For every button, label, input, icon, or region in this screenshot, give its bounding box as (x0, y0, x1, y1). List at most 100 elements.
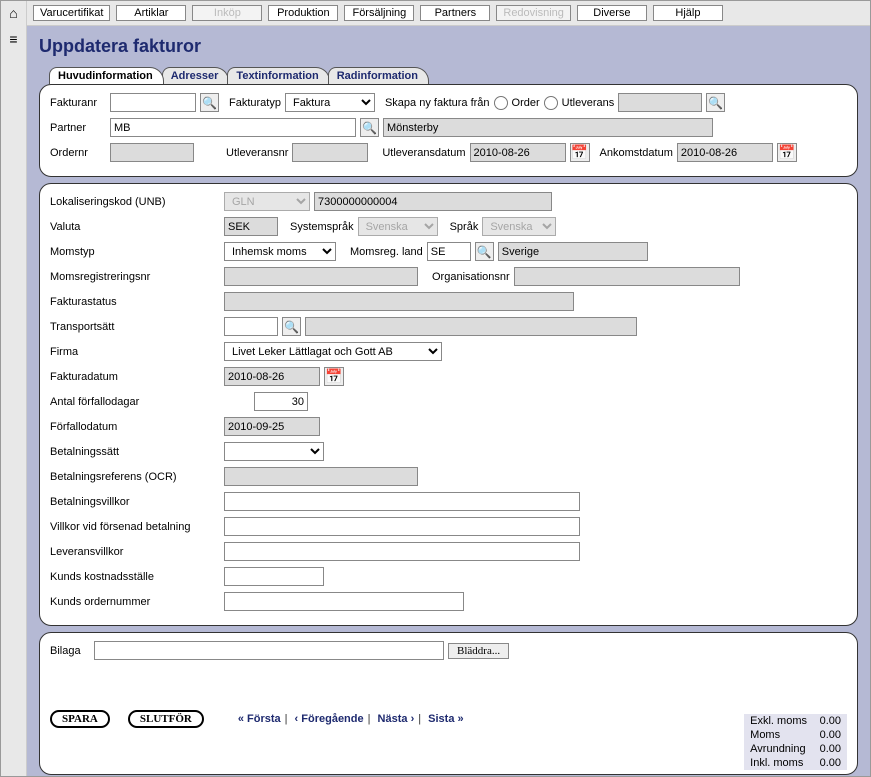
antal-forfallodagar-label: Antal förfallodagar (50, 396, 220, 408)
momsreg-nr-label: Momsregistreringsnr (50, 271, 220, 283)
momstyp-label: Momstyp (50, 246, 220, 258)
search-icon[interactable]: 🔍 (282, 317, 301, 336)
calendar-icon[interactable]: 📅 (777, 143, 797, 162)
topnav-försäljning[interactable]: Försäljning (344, 5, 414, 21)
spara-button[interactable]: SPARA (50, 710, 110, 728)
skapa-label: Skapa ny faktura från (385, 97, 490, 109)
lokaliseringskod-input (314, 192, 552, 211)
home-icon[interactable]: ⌂ (9, 5, 17, 21)
fakturanr-label: Fakturanr (50, 97, 106, 109)
top-nav: Varucertifikat Artiklar Inköp Produktion För… (27, 1, 870, 26)
nav-last-link[interactable]: Sista » (428, 713, 463, 725)
momstyp-select[interactable]: Inhemsk moms (224, 242, 336, 261)
tab-huvudinformation[interactable]: Huvudinformation (49, 67, 164, 84)
momsreg-land-label: Momsreg. land (350, 246, 423, 258)
ankomstdatum-input (677, 143, 773, 162)
exkl-moms-label: Exkl. moms (744, 714, 813, 728)
fakturadatum-label: Fakturadatum (50, 371, 220, 383)
topnav-inköp: Inköp (192, 5, 262, 21)
forfallodatum-input (224, 417, 320, 436)
nav-first-link[interactable]: « Första (238, 713, 281, 725)
partner-code-input[interactable] (110, 118, 356, 137)
utleveransnr-input (292, 143, 368, 162)
utleveransnr-label: Utleveransnr (226, 147, 288, 159)
browse-button[interactable]: Bläddra... (448, 643, 509, 659)
search-icon[interactable]: 🔍 (360, 118, 379, 137)
moms-label: Moms (744, 728, 813, 742)
calendar-icon[interactable]: 📅 (324, 367, 344, 386)
skapa-utleverans-label: Utleverans (562, 97, 615, 109)
valuta-input (224, 217, 278, 236)
villkor-forsenad-input[interactable] (224, 517, 580, 536)
systemsprak-label: Systemspråk (290, 221, 354, 233)
search-icon[interactable]: 🔍 (706, 93, 725, 112)
header-panel: Fakturanr 🔍 Fakturatyp Faktura Skapa ny … (39, 84, 858, 177)
tab-radinformation[interactable]: Radinformation (328, 67, 429, 84)
momsreg-land-name-display (498, 242, 648, 261)
partner-name-display (383, 118, 713, 137)
fakturatyp-select[interactable]: Faktura (285, 93, 375, 112)
exkl-moms-value: 0.00 (813, 714, 847, 728)
kunds-kostnadsstalle-input[interactable] (224, 567, 324, 586)
search-icon[interactable]: 🔍 (475, 242, 494, 261)
page-title: Uppdatera fakturor (39, 36, 858, 57)
tabstrip: HuvudinformationAdresserTextinformationR… (39, 67, 858, 84)
tab-adresser[interactable]: Adresser (162, 67, 230, 84)
topnav-redovisning: Redovisning (496, 5, 571, 21)
bilaga-label: Bilaga (50, 645, 90, 657)
antal-forfallodagar-input[interactable] (254, 392, 308, 411)
topnav-artiklar[interactable]: Artiklar (116, 5, 186, 21)
avrundning-value: 0.00 (813, 742, 847, 756)
betalningssatt-select[interactable] (224, 442, 324, 461)
betalningsvillkor-label: Betalningsvillkor (50, 496, 220, 508)
organisationsnr-input (514, 267, 740, 286)
slutfor-button[interactable]: SLUTFÖR (128, 710, 204, 728)
forfallodatum-label: Förfallodatum (50, 421, 220, 433)
betalningsreferens-label: Betalningsreferens (OCR) (50, 471, 220, 483)
betalningsvillkor-input[interactable] (224, 492, 580, 511)
calendar-icon[interactable]: 📅 (570, 143, 590, 162)
moms-value: 0.00 (813, 728, 847, 742)
list-icon[interactable]: ≡ (9, 31, 17, 47)
betalningssatt-label: Betalningssätt (50, 446, 220, 458)
nav-next-link[interactable]: Nästa › (378, 713, 415, 725)
utleveransdatum-label: Utleveransdatum (382, 147, 465, 159)
valuta-label: Valuta (50, 221, 220, 233)
search-icon[interactable]: 🔍 (200, 93, 219, 112)
skapa-utleverans-radio[interactable] (544, 96, 558, 110)
topnav-diverse[interactable]: Diverse (577, 5, 647, 21)
sprak-label: Språk (450, 221, 479, 233)
tab-textinformation[interactable]: Textinformation (227, 67, 329, 84)
fakturanr-input[interactable] (110, 93, 196, 112)
organisationsnr-label: Organisationsnr (432, 271, 510, 283)
inkl-moms-label: Inkl. moms (744, 756, 813, 770)
kunds-ordernummer-label: Kunds ordernummer (50, 596, 220, 608)
leveransvillkor-label: Leveransvillkor (50, 546, 220, 558)
fakturastatus-input (224, 292, 574, 311)
main-form-panel: Lokaliseringskod (UNB) GLN Valuta System… (39, 183, 858, 626)
pager: « Första| ‹ Föregående| Nästa ›| Sista » (238, 713, 464, 725)
transportsatt-label: Transportsätt (50, 321, 220, 333)
momsreg-land-code-input[interactable] (427, 242, 471, 261)
transportsatt-code-input[interactable] (224, 317, 278, 336)
topnav-varucertifikat[interactable]: Varucertifikat (33, 5, 110, 21)
inkl-moms-value: 0.00 (813, 756, 847, 770)
transportsatt-name-display (305, 317, 637, 336)
momsreg-nr-input (224, 267, 418, 286)
skapa-ref-input (618, 93, 702, 112)
fakturastatus-label: Fakturastatus (50, 296, 220, 308)
bilaga-input[interactable] (94, 641, 444, 660)
topnav-hjälp[interactable]: Hjälp (653, 5, 723, 21)
firma-select[interactable]: Livet Leker Lättlagat och Gott AB (224, 342, 442, 361)
totals-summary: Exkl. moms0.00 Moms0.00 Avrundning0.00 I… (744, 714, 847, 770)
skapa-order-radio[interactable] (494, 96, 508, 110)
leveransvillkor-input[interactable] (224, 542, 580, 561)
fakturadatum-input (224, 367, 320, 386)
kunds-ordernummer-input[interactable] (224, 592, 464, 611)
firma-label: Firma (50, 346, 220, 358)
ankomstdatum-label: Ankomstdatum (600, 147, 673, 159)
topnav-partners[interactable]: Partners (420, 5, 490, 21)
topnav-produktion[interactable]: Produktion (268, 5, 338, 21)
kunds-kostnadsstalle-label: Kunds kostnadsställe (50, 571, 220, 583)
nav-prev-link[interactable]: ‹ Föregående (295, 713, 364, 725)
